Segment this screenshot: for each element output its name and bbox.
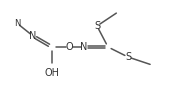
Text: N: N: [80, 42, 88, 52]
Text: S: S: [125, 52, 131, 62]
Text: O: O: [65, 42, 73, 52]
Text: N: N: [29, 31, 37, 41]
Text: S: S: [94, 21, 100, 31]
Text: N: N: [14, 18, 20, 28]
Text: OH: OH: [45, 68, 59, 78]
